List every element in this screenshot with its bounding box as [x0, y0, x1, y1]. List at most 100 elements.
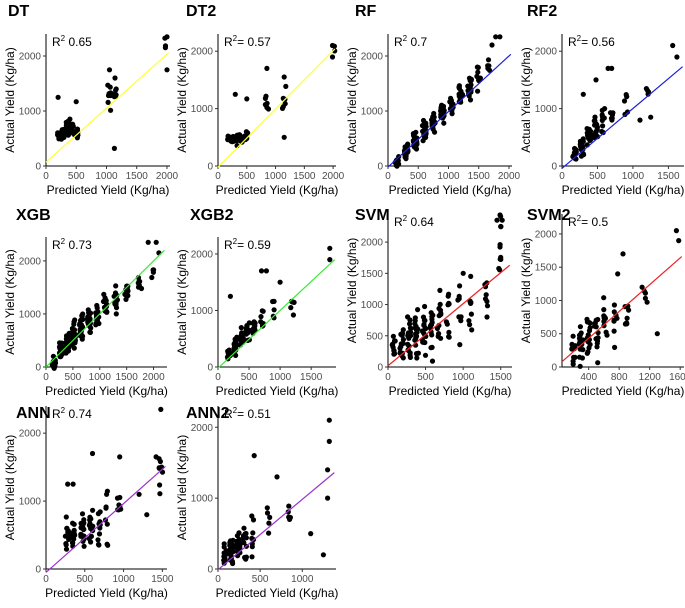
data-point — [67, 116, 73, 122]
data-point — [67, 130, 73, 136]
x-tick-label: 0 — [215, 372, 221, 383]
data-point — [243, 129, 249, 135]
panel-ann: 0 500 1000 1500 0 1000 2000 ANN R2 0.74 Predicted… — [3, 405, 174, 600]
data-point — [124, 283, 130, 289]
y-tick-label: 2000 — [191, 423, 214, 434]
y-tick-label: 0 — [551, 363, 557, 374]
data-point — [164, 34, 170, 40]
data-point — [65, 481, 71, 487]
data-point — [475, 88, 481, 94]
data-point — [391, 338, 398, 344]
data-point — [259, 308, 265, 314]
data-point — [329, 54, 336, 60]
data-point — [407, 321, 413, 327]
data-point — [587, 341, 593, 348]
data-point — [243, 535, 249, 541]
data-point — [79, 324, 85, 331]
data-point — [437, 307, 444, 313]
data-point — [482, 296, 489, 302]
data-point — [87, 329, 93, 335]
data-point — [429, 319, 435, 326]
x-tick-label: 1500 — [151, 574, 174, 585]
data-point — [600, 123, 606, 129]
y-tick-label: 2000 — [19, 429, 42, 440]
data-point — [592, 320, 598, 327]
data-point — [468, 77, 474, 84]
data-point — [108, 107, 114, 113]
data-point — [81, 543, 87, 549]
data-point — [64, 525, 70, 531]
data-point — [103, 504, 109, 510]
data-point — [420, 138, 426, 144]
data-point — [104, 541, 110, 547]
x-tick-label: 1200 — [639, 372, 662, 383]
data-point — [422, 317, 428, 324]
y-tick-label: 1000 — [191, 494, 214, 505]
y-tick-label: 2000 — [19, 256, 42, 267]
data-point — [611, 309, 617, 315]
data-point — [136, 491, 142, 497]
data-point — [585, 349, 591, 355]
data-point — [111, 94, 117, 100]
data-point — [438, 311, 444, 317]
data-point — [443, 319, 449, 325]
data-point — [66, 536, 72, 543]
y-tick-label: 0 — [551, 162, 557, 173]
x-tick-label: 2000 — [142, 372, 165, 383]
x-tick-label: 1000 — [291, 574, 314, 585]
x-tick-label: 500 — [252, 574, 269, 585]
x-tick-label: 500 — [238, 171, 255, 182]
data-point — [249, 513, 255, 519]
x-tick-label: 500 — [241, 372, 258, 383]
data-point — [63, 546, 70, 552]
x-tick-label: 500 — [410, 171, 427, 182]
data-point — [56, 344, 63, 350]
data-point — [604, 332, 610, 338]
y-tick-label: 0 — [35, 162, 41, 173]
data-point — [674, 54, 680, 60]
data-point — [326, 438, 332, 444]
fit-line — [387, 264, 511, 367]
data-point — [446, 334, 452, 340]
data-point — [106, 67, 113, 73]
data-point — [104, 521, 110, 527]
data-point — [601, 315, 607, 321]
data-point — [577, 138, 584, 144]
data-point — [222, 556, 228, 562]
y-tick-label: 1500 — [535, 263, 558, 274]
data-point — [654, 331, 660, 337]
data-point — [468, 311, 474, 317]
data-point — [390, 333, 396, 339]
data-point — [430, 114, 436, 120]
fit-line — [387, 53, 512, 168]
data-point — [249, 544, 255, 550]
data-point — [70, 520, 76, 526]
data-point — [107, 84, 113, 90]
data-point — [408, 333, 414, 339]
fit-line — [45, 465, 166, 573]
panel-title: ANN2 — [186, 405, 230, 422]
data-point — [577, 363, 583, 369]
data-point — [138, 285, 145, 292]
x-tick-label: 500 — [65, 372, 82, 383]
scatter-points — [224, 245, 333, 362]
data-point — [96, 542, 102, 548]
x-axis-label: Predicted Yield (Kg/ha) — [389, 384, 512, 398]
y-axis-label: Actual Yield (Kg/ha) — [345, 238, 359, 343]
data-point — [615, 271, 621, 277]
data-point — [63, 541, 69, 547]
data-point — [580, 347, 586, 353]
data-point — [96, 531, 103, 537]
data-point — [243, 554, 249, 560]
scatter-points — [62, 406, 166, 552]
data-point — [223, 551, 229, 557]
y-axis-label: Actual Yield (Kg/ha) — [519, 238, 533, 343]
data-point — [264, 505, 270, 511]
panel-title: RF — [355, 3, 377, 20]
data-point — [258, 319, 264, 325]
scatter-points — [49, 239, 162, 371]
data-point — [266, 530, 272, 536]
data-point — [113, 311, 119, 317]
